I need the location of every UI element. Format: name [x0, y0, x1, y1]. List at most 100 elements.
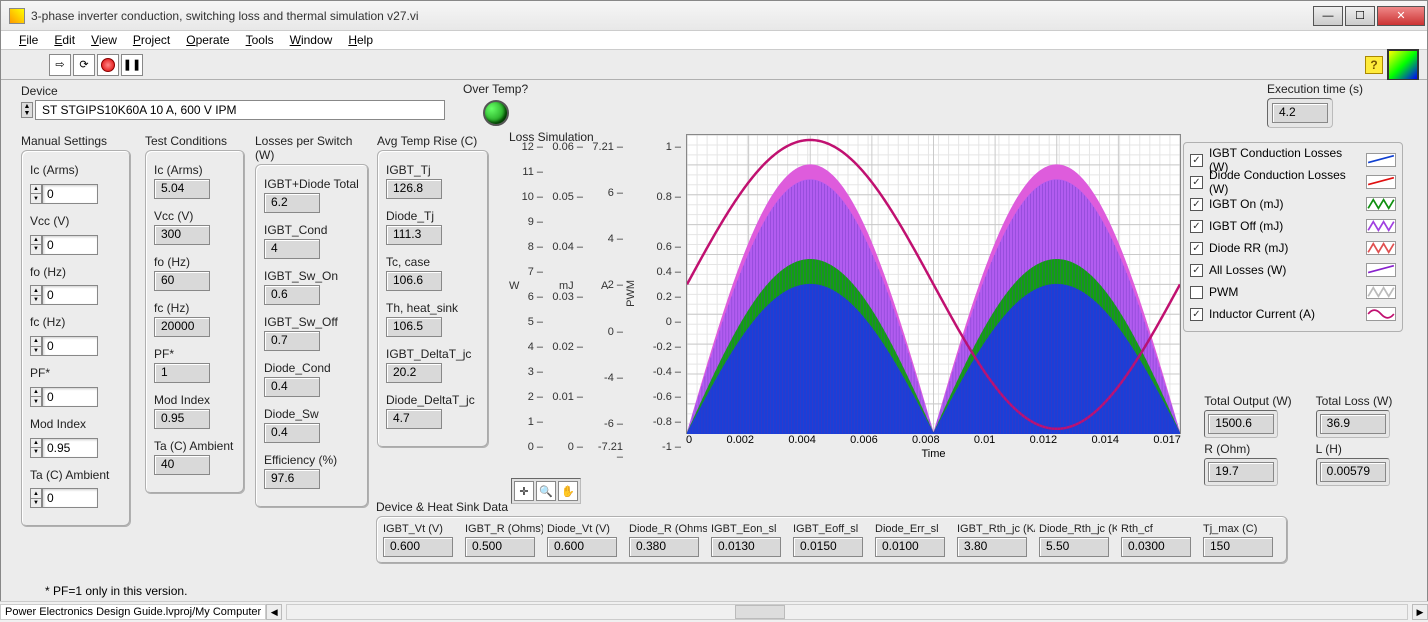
- loss-simulation-chart[interactable]: [686, 134, 1181, 434]
- numeric-display: 40: [154, 455, 210, 475]
- legend-item[interactable]: ✓ IGBT Off (mJ): [1190, 215, 1396, 237]
- menu-window[interactable]: Window: [284, 33, 339, 47]
- field-label: Vcc (V): [30, 214, 122, 228]
- stat-value: 36.9: [1320, 414, 1386, 434]
- legend-item[interactable]: ✓ Diode Conduction Losses (W): [1190, 171, 1396, 193]
- legend-checkbox[interactable]: [1190, 286, 1203, 299]
- legend-label: Diode Conduction Losses (W): [1209, 168, 1360, 196]
- horizontal-scrollbar[interactable]: [286, 604, 1408, 620]
- field-label: Diode_Cond: [264, 361, 360, 375]
- legend-swatch: [1366, 263, 1396, 277]
- numeric-input[interactable]: [42, 438, 98, 458]
- legend-item[interactable]: ✓Diode RR (mJ): [1190, 237, 1396, 259]
- menu-file[interactable]: File: [13, 33, 44, 47]
- pause-button[interactable]: ❚❚: [121, 54, 143, 76]
- field-label: Diode_Sw: [264, 407, 360, 421]
- legend-checkbox[interactable]: ✓: [1190, 198, 1203, 211]
- device-label: Device: [21, 84, 445, 98]
- numeric-display: 6.2: [264, 193, 320, 213]
- status-bar: Power Electronics Design Guide.lvproj/My…: [0, 601, 1428, 622]
- field-label: IGBT_Sw_Off: [264, 315, 360, 329]
- legend-checkbox[interactable]: ✓: [1190, 176, 1203, 189]
- chart-cursor-tool[interactable]: ✛: [514, 481, 534, 501]
- stepper[interactable]: ▲▼: [30, 438, 42, 458]
- device-param-value: 0.0150: [793, 537, 863, 557]
- numeric-input[interactable]: [42, 184, 98, 204]
- numeric-input[interactable]: [42, 235, 98, 255]
- field-label: Ic (Arms): [30, 163, 122, 177]
- over-temp-led: [483, 100, 509, 126]
- device-data-group: Device & Heat Sink Data IGBT_Vt (V)0.600…: [376, 500, 1288, 564]
- legend-item[interactable]: ✓ All Losses (W): [1190, 259, 1396, 281]
- menu-help[interactable]: Help: [342, 33, 379, 47]
- field-label: IGBT_Cond: [264, 223, 360, 237]
- chart-pan-tool[interactable]: ✋: [558, 481, 578, 501]
- legend-checkbox[interactable]: ✓: [1190, 264, 1203, 277]
- stepper[interactable]: ▲▼: [30, 235, 42, 255]
- menu-edit[interactable]: Edit: [48, 33, 81, 47]
- stepper[interactable]: ▲▼: [30, 184, 42, 204]
- numeric-input[interactable]: [42, 488, 98, 508]
- legend-item[interactable]: PWM: [1190, 281, 1396, 303]
- help-icon[interactable]: ?: [1365, 56, 1383, 74]
- legend-label: IGBT On (mJ): [1209, 197, 1360, 211]
- legend-item[interactable]: ✓Inductor Current (A): [1190, 303, 1396, 325]
- legend-checkbox[interactable]: ✓: [1190, 242, 1203, 255]
- numeric-display: 0.6: [264, 285, 320, 305]
- numeric-display: 0.95: [154, 409, 210, 429]
- device-selector-group: Device ▲▼ ST STGIPS10K60A 10 A, 600 V IP…: [21, 84, 445, 120]
- field-label: IGBT_DeltaT_jc: [386, 347, 480, 361]
- legend-item[interactable]: ✓ IGBT On (mJ): [1190, 193, 1396, 215]
- device-select[interactable]: ST STGIPS10K60A 10 A, 600 V IPM: [35, 100, 445, 120]
- legend-checkbox[interactable]: ✓: [1190, 220, 1203, 233]
- numeric-input[interactable]: [42, 387, 98, 407]
- field-label: Ta (C) Ambient: [154, 439, 236, 453]
- scroll-left-button[interactable]: ◀: [266, 604, 282, 620]
- device-param-value: 0.600: [547, 537, 617, 557]
- stepper[interactable]: ▲▼: [30, 387, 42, 407]
- run-button[interactable]: ⇨: [49, 54, 71, 76]
- legend-swatch: [1366, 285, 1396, 299]
- numeric-input[interactable]: [42, 336, 98, 356]
- stepper[interactable]: ▲▼: [30, 488, 42, 508]
- legend-label: IGBT Off (mJ): [1209, 219, 1360, 233]
- manual-settings-group: Manual Settings Ic (Arms)▲▼Vcc (V)▲▼fo (…: [21, 130, 131, 527]
- numeric-display: 106.5: [386, 317, 442, 337]
- device-param-value: 5.50: [1039, 537, 1109, 557]
- numeric-input[interactable]: [42, 285, 98, 305]
- toolbar: ⇨ ⟳ ❚❚ ?: [1, 50, 1427, 80]
- minimize-button[interactable]: —: [1313, 6, 1343, 26]
- field-label: IGBT+Diode Total: [264, 177, 360, 191]
- close-button[interactable]: ✕: [1377, 6, 1425, 26]
- stepper[interactable]: ▲▼: [30, 336, 42, 356]
- field-label: Tc, case: [386, 255, 480, 269]
- numeric-display: 111.3: [386, 225, 442, 245]
- legend-label: All Losses (W): [1209, 263, 1360, 277]
- stepper[interactable]: ▲▼: [30, 285, 42, 305]
- x-axis-ticks: 00.0020.0040.0060.0080.010.0120.0140.017: [686, 434, 1181, 446]
- legend-swatch: [1366, 153, 1396, 167]
- y-axis-a: 7.21 –6 –4 –2 –0 –-4 –-6 –-7.21 –: [591, 142, 623, 465]
- menu-tools[interactable]: Tools: [240, 33, 280, 47]
- scroll-right-button[interactable]: ▶: [1412, 604, 1428, 620]
- window-title: 3-phase inverter conduction, switching l…: [31, 9, 1311, 23]
- field-label: Efficiency (%): [264, 453, 360, 467]
- device-param-value: 0.0300: [1121, 537, 1191, 557]
- device-stepper[interactable]: ▲▼: [21, 102, 33, 118]
- maximize-button[interactable]: ☐: [1345, 6, 1375, 26]
- field-label: fo (Hz): [30, 265, 122, 279]
- field-label: fc (Hz): [154, 301, 236, 315]
- abort-button[interactable]: [101, 58, 115, 72]
- menu-view[interactable]: View: [85, 33, 123, 47]
- menu-project[interactable]: Project: [127, 33, 176, 47]
- numeric-display: 60: [154, 271, 210, 291]
- over-temp-indicator: Over Temp?: [463, 82, 528, 126]
- menu-operate[interactable]: Operate: [180, 33, 235, 47]
- device-param-value: 0.380: [629, 537, 699, 557]
- chart-zoom-tool[interactable]: 🔍: [536, 481, 556, 501]
- run-continuously-button[interactable]: ⟳: [73, 54, 95, 76]
- field-label: Ta (C) Ambient: [30, 468, 122, 482]
- device-param-value: 0.0100: [875, 537, 945, 557]
- legend-checkbox[interactable]: ✓: [1190, 308, 1203, 321]
- legend-checkbox[interactable]: ✓: [1190, 154, 1203, 167]
